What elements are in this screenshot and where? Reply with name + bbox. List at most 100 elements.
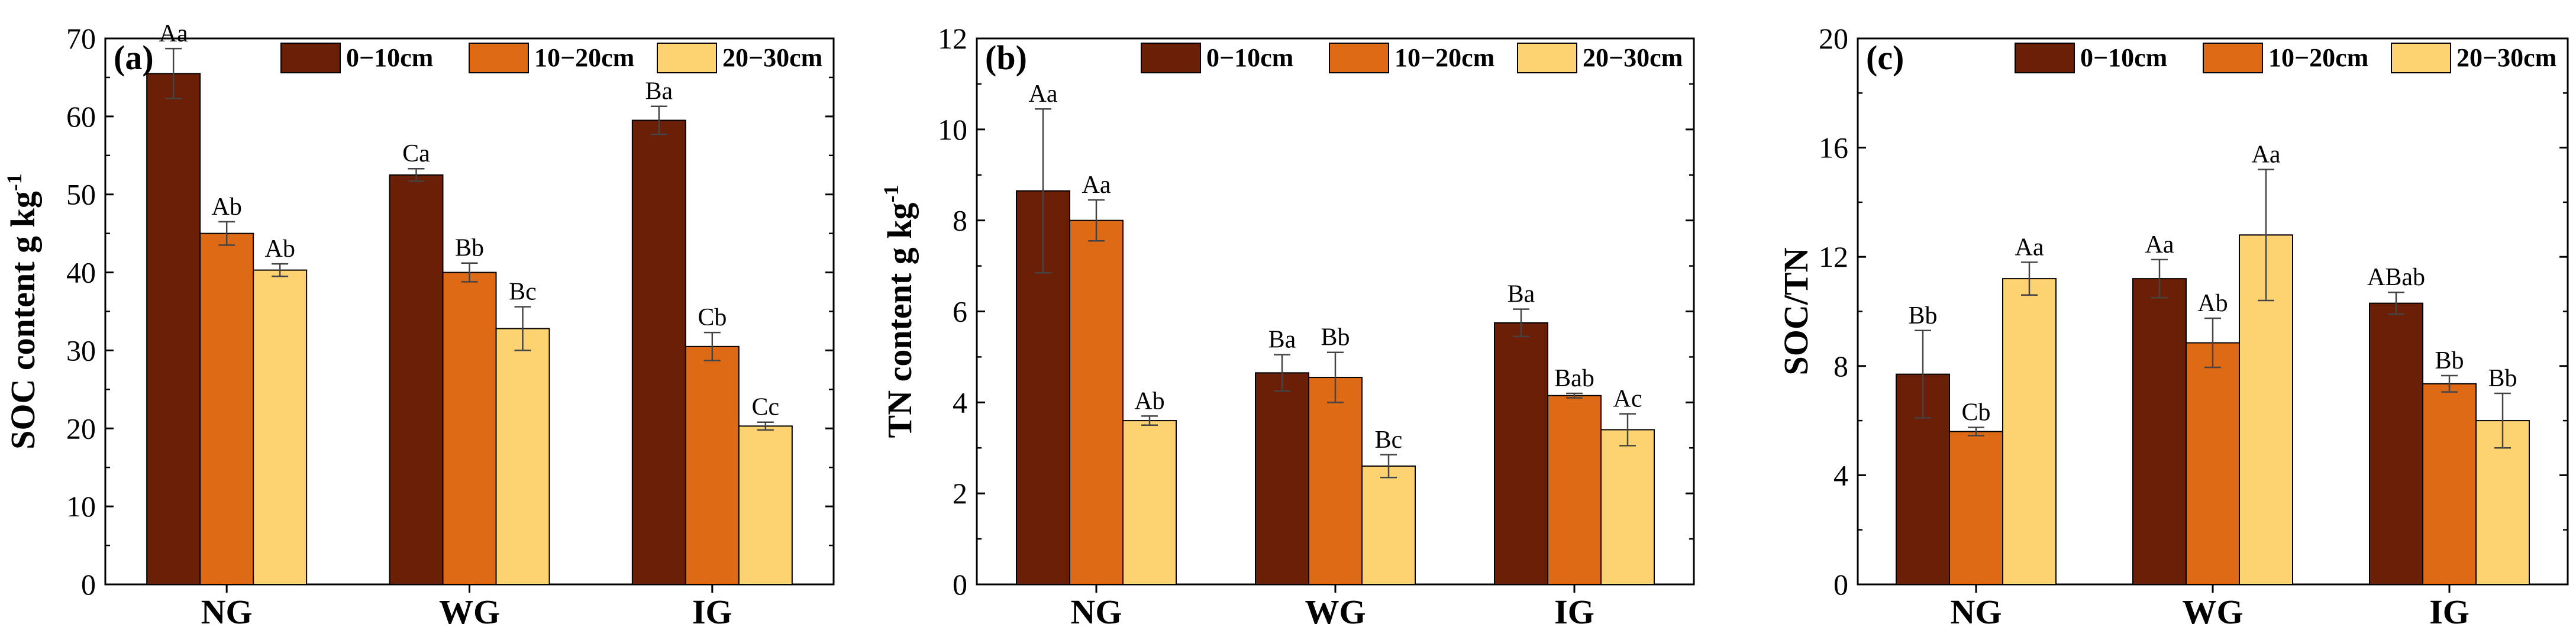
significance-label: Bb: [455, 235, 484, 262]
x-tick-label: IG: [692, 593, 732, 631]
legend-label: 10−20cm: [1394, 43, 1494, 72]
significance-label: Ba: [1507, 281, 1535, 308]
legend-label: 10−20cm: [534, 43, 634, 72]
bar: [2132, 278, 2187, 585]
panel-label: (b): [985, 38, 1027, 77]
y-tick-label: 0: [81, 568, 96, 601]
significance-label: Cb: [698, 304, 727, 331]
y-axis-label-text: SOC content g kg: [4, 191, 42, 450]
bar: [389, 174, 444, 585]
y-tick-label: 0: [953, 568, 967, 601]
legend-label: 10−20cm: [2268, 43, 2368, 72]
significance-label: ABab: [2367, 264, 2425, 291]
y-tick-label: 8: [953, 204, 967, 237]
significance-label: Ac: [1613, 386, 1642, 413]
significance-label: Ca: [402, 140, 430, 167]
legend-label: 20−30cm: [1583, 43, 1683, 72]
y-tick-label: 70: [66, 22, 96, 55]
y-tick-label: 10: [938, 113, 967, 146]
bar: [146, 73, 201, 586]
y-axis-label-superscript: -1: [2, 173, 26, 191]
bar: [1361, 466, 1416, 585]
bar: [1949, 431, 2003, 585]
y-tick-label: 8: [1833, 350, 1848, 383]
significance-label: Bb: [2488, 365, 2517, 392]
significance-label: Bc: [509, 279, 537, 306]
significance-label: Ba: [1268, 327, 1296, 354]
y-tick-label: 20: [66, 412, 96, 445]
legend-swatch: [2203, 43, 2263, 73]
significance-label: Aa: [159, 20, 188, 47]
legend-label: 0−10cm: [346, 43, 433, 72]
x-tick-label: NG: [1951, 593, 2002, 631]
bar: [495, 328, 550, 585]
bar: [2369, 302, 2423, 586]
y-tick-label: 0: [1833, 568, 1848, 601]
y-tick-label: 50: [66, 178, 96, 211]
legend-swatch: [657, 43, 717, 73]
x-tick-label: NG: [201, 593, 253, 631]
x-tick-label: WG: [439, 593, 500, 631]
bar: [1547, 395, 1602, 585]
legend-label: 20−30cm: [2456, 43, 2556, 72]
significance-label: Ab: [211, 193, 241, 221]
y-tick-label: 10: [66, 490, 96, 523]
bar: [1122, 420, 1177, 585]
legend-swatch: [280, 43, 341, 73]
significance-label: Ab: [1134, 387, 1164, 415]
significance-label: Cb: [1961, 399, 1990, 426]
bar: [1896, 373, 1950, 586]
x-tick-label: IG: [2429, 593, 2470, 631]
y-tick-label: 16: [1819, 131, 1848, 164]
bar: [685, 345, 740, 585]
x-tick-label: IG: [1554, 593, 1594, 631]
bar: [253, 269, 308, 585]
panel-label: (c): [1866, 38, 1904, 77]
y-tick-label: 30: [66, 334, 96, 367]
legend-swatch: [2015, 43, 2075, 73]
bar: [2186, 342, 2240, 585]
y-tick-label: 20: [1819, 22, 1848, 55]
y-axis-label: SOC/TN: [1777, 247, 1815, 375]
y-axis-label-text: SOC/TN: [1777, 247, 1815, 375]
significance-label: Bb: [1321, 324, 1350, 351]
bar: [631, 119, 686, 585]
significance-label: Ab: [264, 235, 295, 263]
y-tick-label: 60: [66, 100, 96, 133]
bar: [442, 271, 497, 586]
legend-swatch: [2391, 43, 2451, 73]
x-tick-label: WG: [2182, 593, 2243, 631]
significance-label: Ab: [2197, 290, 2228, 317]
chart-panel-0: 0 10 20 30 40 50 60 70 SOC content g kg-1 (a)Aa Ab…: [2, 20, 835, 631]
bar: [1600, 429, 1655, 585]
significance-label: Bab: [1554, 365, 1594, 392]
bar: [1308, 377, 1363, 585]
significance-label: Bb: [2435, 347, 2464, 374]
significance-label: Aa: [1029, 80, 1058, 108]
legend-label: 0−10cm: [2080, 43, 2167, 72]
y-tick-label: 4: [953, 386, 967, 419]
significance-label: Aa: [2252, 141, 2281, 169]
legend-swatch: [469, 43, 529, 73]
legend-swatch: [1141, 43, 1201, 73]
significance-label: Aa: [2145, 231, 2174, 258]
y-tick-label: 2: [953, 477, 967, 510]
y-axis-label: TN content g kg-1: [879, 185, 919, 438]
y-axis-label: SOC content g kg-1: [2, 173, 42, 450]
bar: [738, 425, 793, 586]
legend-swatch: [1517, 43, 1577, 73]
y-tick-label: 12: [938, 22, 967, 55]
bar: [1494, 322, 1548, 586]
y-axis-label-text: TN content g kg: [880, 203, 919, 438]
significance-label: Cc: [752, 394, 780, 421]
y-tick-label: 12: [1819, 240, 1848, 273]
y-tick-label: 4: [1833, 458, 1848, 492]
x-tick-label: NG: [1071, 593, 1122, 631]
legend-label: 20−30cm: [722, 43, 822, 72]
significance-label: Aa: [1082, 172, 1111, 199]
panel-label: (a): [114, 38, 154, 77]
legend-label: 0−10cm: [1206, 43, 1293, 72]
y-tick-label: 6: [953, 295, 967, 328]
